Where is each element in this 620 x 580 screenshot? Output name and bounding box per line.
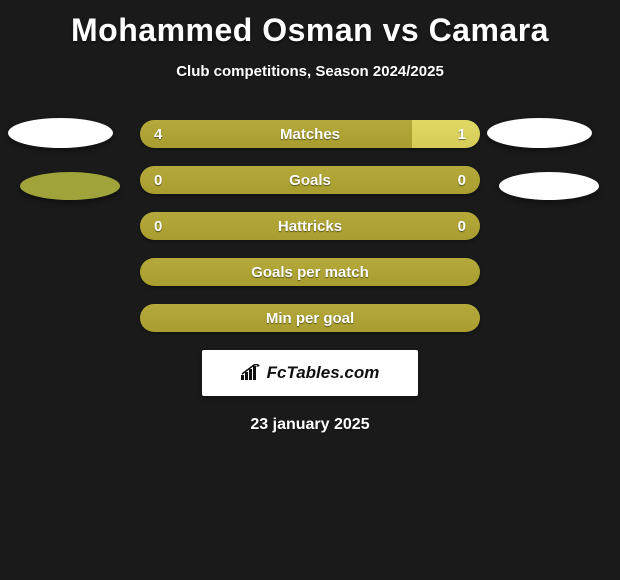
page-title: Mohammed Osman vs Camara [0, 0, 620, 49]
date-text: 23 january 2025 [0, 416, 620, 434]
player-ellipse-left2 [20, 172, 120, 200]
stat-label: Goals [140, 166, 480, 194]
player-ellipse-right1 [487, 118, 592, 148]
stat-row: Goals per match [140, 258, 480, 286]
stat-row: Min per goal [140, 304, 480, 332]
stat-row: Goals0 0 [140, 166, 480, 194]
stat-label: Goals per match [140, 258, 480, 286]
stat-label: Min per goal [140, 304, 480, 332]
stat-value-left: 0 [154, 212, 162, 240]
player1-name: Mohammed Osman [71, 12, 373, 48]
stat-row: Matches4 1 [140, 120, 480, 148]
stat-value-left: 0 [154, 166, 162, 194]
player-ellipse-right2 [499, 172, 599, 200]
stat-value-right: 0 [458, 212, 466, 240]
logo: FcTables.com [241, 363, 380, 383]
player2-name: Camara [429, 12, 549, 48]
subtitle: Club competitions, Season 2024/2025 [0, 63, 620, 80]
stat-value-left: 4 [154, 120, 162, 148]
logo-box: FcTables.com [202, 350, 418, 396]
player-ellipse-left1 [8, 118, 113, 148]
stat-value-right: 1 [458, 120, 466, 148]
stat-row: Hattricks0 0 [140, 212, 480, 240]
chart-area: Matches41Goals00Hattricks00Goals per mat… [0, 118, 620, 332]
chart-icon [241, 364, 263, 382]
stat-value-right: 0 [458, 166, 466, 194]
vs-text: vs [383, 12, 420, 48]
logo-text: FcTables.com [267, 363, 380, 383]
stat-label: Matches [140, 120, 480, 148]
stat-label: Hattricks [140, 212, 480, 240]
